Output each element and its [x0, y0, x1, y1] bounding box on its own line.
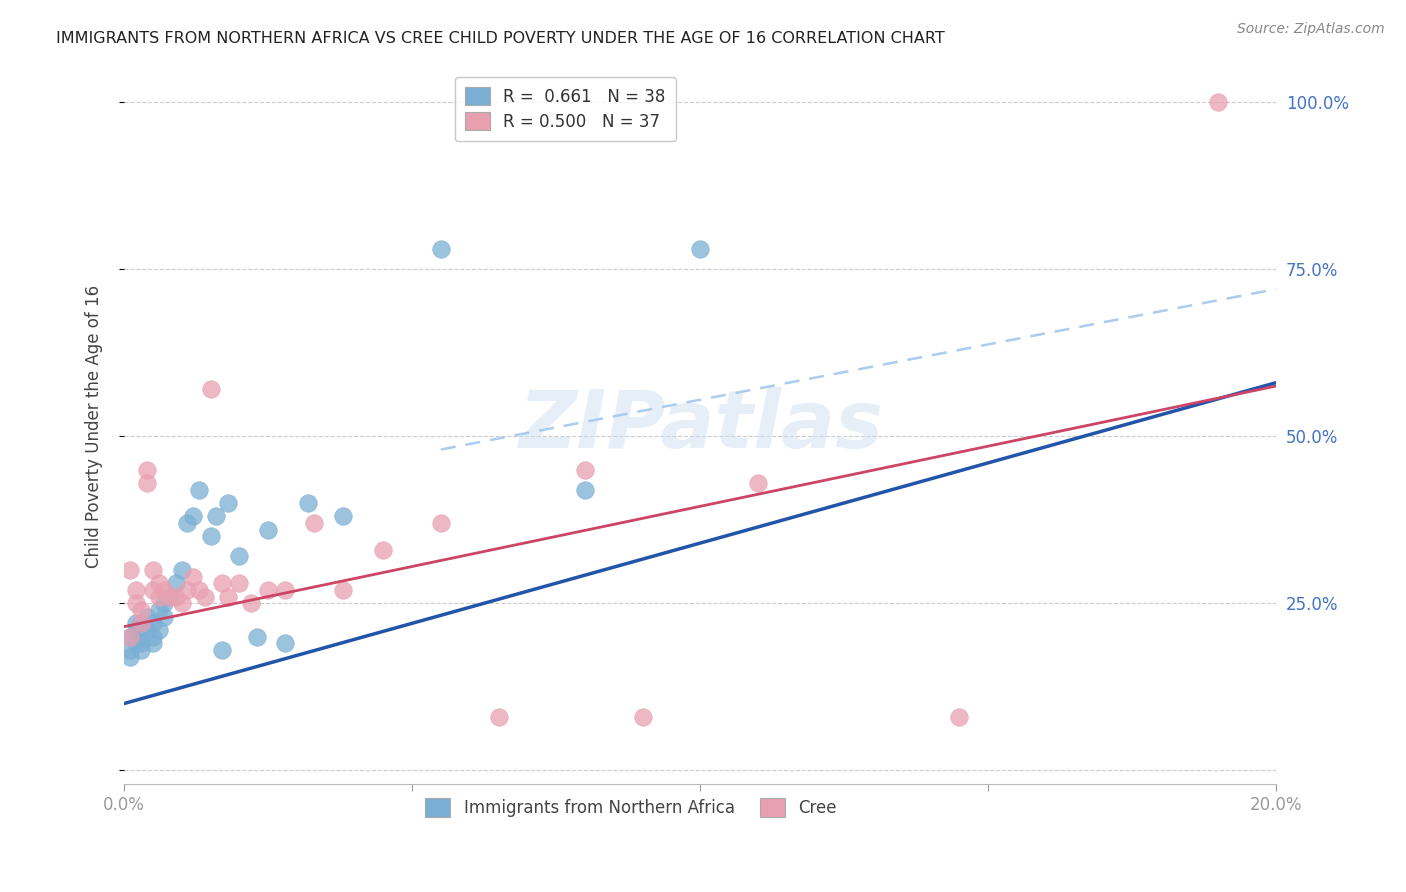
Point	[131, 616, 153, 631]
Point	[131, 636, 153, 650]
Point	[131, 643, 153, 657]
Point	[430, 516, 453, 530]
Point	[228, 549, 250, 564]
Point	[131, 616, 153, 631]
Point	[181, 569, 204, 583]
Point	[165, 590, 187, 604]
Y-axis label: Child Poverty Under the Age of 16: Child Poverty Under the Age of 16	[86, 285, 103, 567]
Point	[373, 542, 395, 557]
Point	[136, 475, 159, 490]
Point	[211, 576, 233, 591]
Point	[257, 523, 280, 537]
Point	[217, 496, 239, 510]
Point	[181, 509, 204, 524]
Point	[170, 596, 193, 610]
Point	[124, 582, 146, 597]
Point	[118, 630, 141, 644]
Point	[211, 643, 233, 657]
Point	[631, 710, 654, 724]
Point	[176, 516, 198, 530]
Point	[159, 590, 181, 604]
Point	[124, 636, 146, 650]
Point	[246, 630, 269, 644]
Point	[239, 596, 262, 610]
Point	[188, 582, 211, 597]
Point	[274, 636, 297, 650]
Point	[118, 630, 141, 644]
Point	[124, 616, 146, 631]
Point	[217, 590, 239, 604]
Point	[118, 563, 141, 577]
Point	[165, 576, 187, 591]
Point	[159, 590, 181, 604]
Legend: Immigrants from Northern Africa, Cree: Immigrants from Northern Africa, Cree	[418, 790, 845, 825]
Point	[148, 603, 170, 617]
Point	[274, 582, 297, 597]
Point	[131, 603, 153, 617]
Point	[257, 582, 280, 597]
Point	[131, 630, 153, 644]
Text: IMMIGRANTS FROM NORTHERN AFRICA VS CREE CHILD POVERTY UNDER THE AGE OF 16 CORREL: IMMIGRANTS FROM NORTHERN AFRICA VS CREE …	[56, 31, 945, 46]
Point	[142, 630, 165, 644]
Point	[574, 462, 596, 476]
Point	[142, 636, 165, 650]
Point	[200, 383, 222, 397]
Text: ZIPatlas: ZIPatlas	[517, 387, 883, 465]
Point	[124, 596, 146, 610]
Text: Source: ZipAtlas.com: Source: ZipAtlas.com	[1237, 22, 1385, 37]
Point	[297, 496, 319, 510]
Point	[142, 582, 165, 597]
Point	[124, 623, 146, 637]
Point	[170, 563, 193, 577]
Point	[118, 649, 141, 664]
Point	[118, 643, 141, 657]
Point	[689, 242, 711, 256]
Point	[142, 563, 165, 577]
Point	[430, 242, 453, 256]
Point	[136, 623, 159, 637]
Point	[153, 596, 176, 610]
Point	[747, 475, 769, 490]
Point	[332, 582, 354, 597]
Point	[205, 509, 228, 524]
Point	[136, 609, 159, 624]
Point	[148, 576, 170, 591]
Point	[200, 529, 222, 543]
Point	[153, 582, 176, 597]
Point	[194, 590, 217, 604]
Point	[148, 623, 170, 637]
Point	[188, 483, 211, 497]
Point	[136, 462, 159, 476]
Point	[948, 710, 970, 724]
Point	[148, 590, 170, 604]
Point	[1208, 95, 1230, 109]
Point	[302, 516, 325, 530]
Point	[332, 509, 354, 524]
Point	[176, 582, 198, 597]
Point	[574, 483, 596, 497]
Point	[142, 616, 165, 631]
Point	[153, 609, 176, 624]
Point	[228, 576, 250, 591]
Point	[488, 710, 510, 724]
